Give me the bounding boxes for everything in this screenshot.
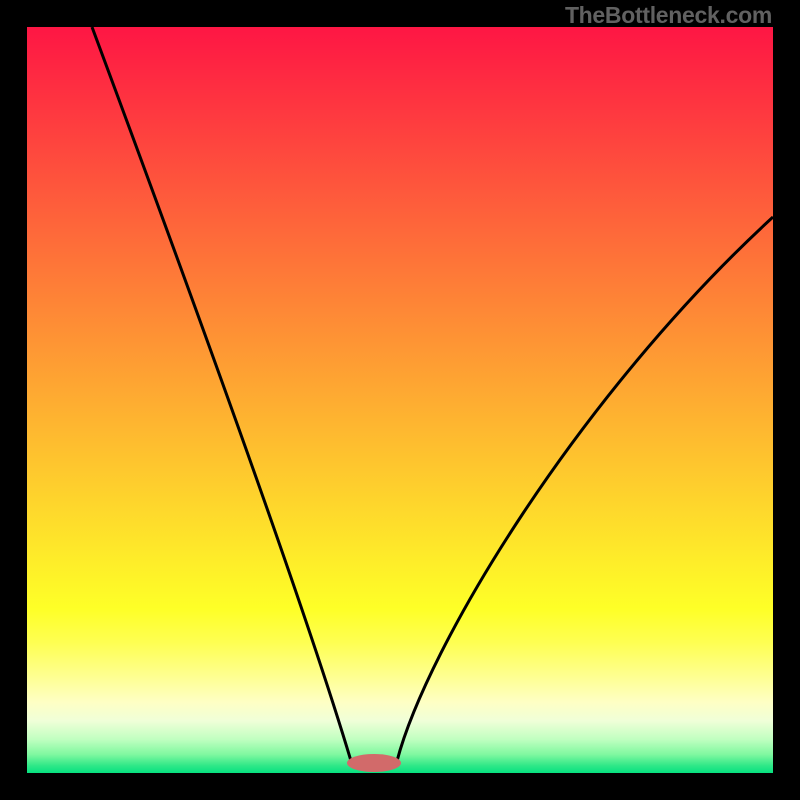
bottleneck-marker [347, 754, 401, 772]
plot-svg [27, 27, 773, 773]
gradient-background [27, 27, 773, 773]
chart-container: TheBottleneck.com [0, 0, 800, 800]
watermark-text: TheBottleneck.com [565, 2, 772, 29]
plot-area [27, 27, 773, 773]
